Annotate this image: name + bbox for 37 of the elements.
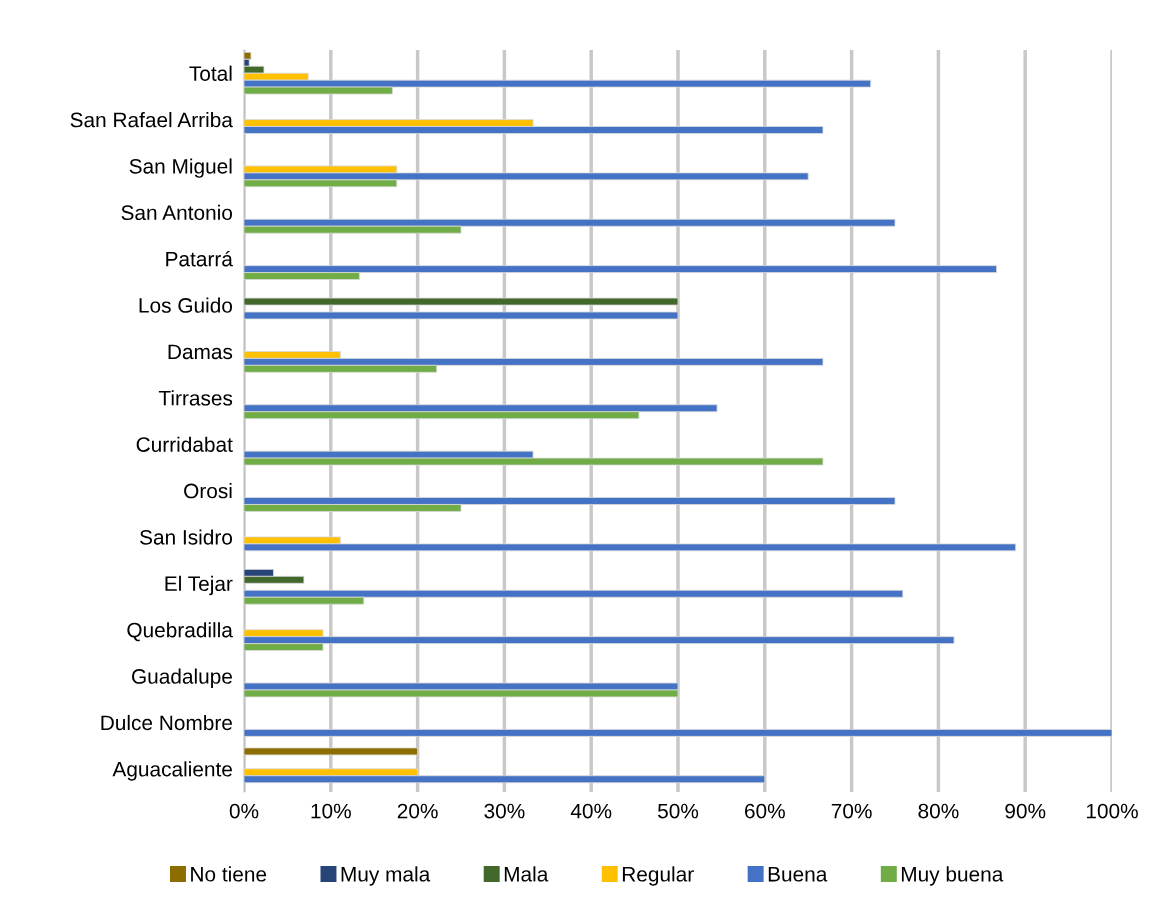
y-tick-label: Quebradilla — [127, 622, 233, 642]
x-tick-label: 70% — [831, 803, 872, 819]
x-tick-label: 40% — [570, 803, 612, 819]
y-tick-label: Damas — [168, 344, 233, 360]
y-tick-label: Tirrases — [158, 390, 233, 406]
bar — [244, 297, 679, 306]
y-tick-label: Dulce Nombre — [101, 714, 232, 731]
y-tick-label: San Isidro — [140, 529, 233, 545]
legend-label: Muy mala — [341, 866, 431, 886]
y-tick-label: Patarrá — [166, 250, 233, 267]
x-tick-label: 0% — [229, 803, 259, 819]
y-tick-label: San Rafael Arriba — [70, 112, 233, 128]
y-tick-label: Curridabat — [136, 436, 233, 452]
bar — [244, 311, 679, 320]
legend-label: Buena — [768, 867, 828, 882]
legend-label: Regular — [622, 866, 694, 886]
legend-label: Muy buena — [901, 866, 1004, 886]
y-tick-label: Los Guido — [139, 297, 233, 313]
x-tick-label: 80% — [918, 803, 959, 819]
x-tick-label: 30% — [484, 803, 525, 819]
x-tick-label: 60% — [745, 803, 785, 819]
x-tick-label: 20% — [397, 803, 438, 819]
legend-label: Mala — [504, 866, 549, 882]
y-tick-label: Total — [189, 65, 232, 81]
x-tick-label: 100% — [1086, 803, 1138, 819]
legend-label: No tiene — [191, 866, 267, 882]
x-tick-label: 90% — [1005, 803, 1046, 819]
y-tick-label: Guadalupe — [132, 668, 232, 688]
y-tick-label: San Antonio — [121, 204, 233, 221]
bar — [244, 747, 419, 756]
y-tick-label: El Tejar — [165, 575, 233, 596]
x-tick-label: 10% — [311, 803, 351, 819]
bar — [244, 728, 1112, 737]
y-tick-label: Aguacaliente — [112, 761, 232, 781]
x-tick-label: 50% — [657, 803, 699, 819]
y-tick-label: San Miguel — [129, 158, 232, 178]
y-tick-label: Orosi — [184, 483, 232, 499]
